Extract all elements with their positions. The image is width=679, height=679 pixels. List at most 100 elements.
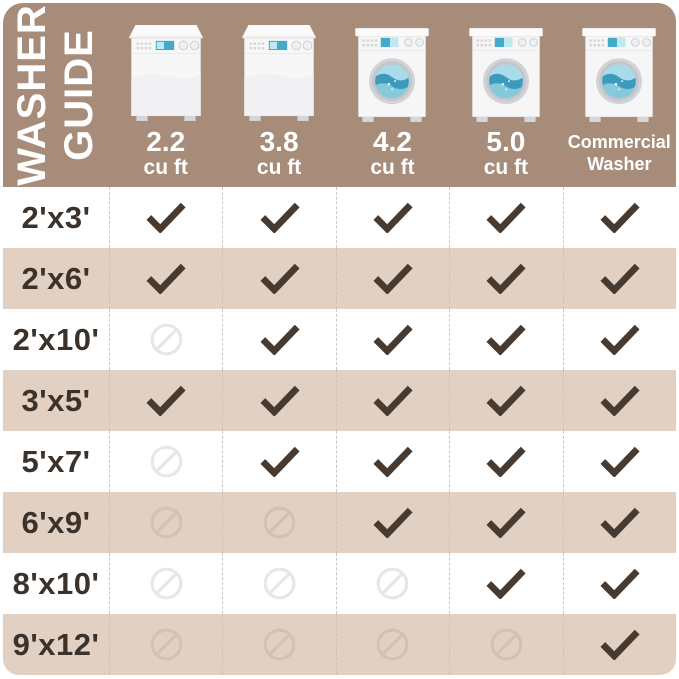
not-suitable-cell bbox=[335, 614, 449, 675]
rug-size-label: 6'x9' bbox=[21, 504, 91, 540]
no-symbol-icon bbox=[377, 567, 409, 600]
check-cell bbox=[335, 187, 449, 248]
check-icon bbox=[486, 568, 526, 599]
check-cell bbox=[449, 187, 562, 248]
not-suitable-cell bbox=[109, 553, 222, 614]
not-suitable-cell bbox=[222, 614, 335, 675]
check-icon bbox=[600, 507, 640, 538]
column-capacity-label: Commercial bbox=[567, 132, 671, 152]
check-icon bbox=[486, 202, 526, 233]
column-unit-label: cu ft bbox=[483, 156, 529, 179]
check-icon bbox=[146, 202, 186, 233]
washer-slot bbox=[580, 23, 658, 123]
top-load-washer-icon bbox=[128, 24, 203, 122]
no-symbol-icon bbox=[150, 445, 183, 478]
column-header-3-8-cu-ft: 3.8 cu ft bbox=[222, 3, 335, 187]
no-symbol-icon bbox=[150, 628, 183, 661]
check-cell bbox=[562, 187, 676, 248]
not-suitable-cell bbox=[222, 553, 335, 614]
check-icon bbox=[260, 324, 300, 355]
check-cell bbox=[335, 370, 449, 431]
column-label: 5.0 cu ft bbox=[484, 127, 528, 179]
column-label: 3.8 cu ft bbox=[257, 127, 301, 179]
check-icon bbox=[486, 263, 526, 294]
not-suitable-cell bbox=[222, 492, 335, 553]
rug-size-label: 8'x10' bbox=[12, 565, 100, 601]
rug-size-label: 2'x3' bbox=[21, 199, 91, 235]
column-header-commercial: Commercial Washer bbox=[563, 3, 676, 187]
not-suitable-cell bbox=[109, 431, 222, 492]
no-symbol-icon bbox=[263, 506, 296, 539]
check-icon bbox=[600, 202, 640, 233]
check-icon bbox=[600, 324, 640, 355]
check-icon bbox=[600, 446, 640, 477]
table-row: 5'x7' bbox=[3, 431, 676, 492]
check-cell bbox=[562, 431, 676, 492]
no-symbol-icon bbox=[150, 567, 183, 600]
check-icon bbox=[600, 385, 640, 416]
check-cell bbox=[222, 187, 335, 248]
washer-slot bbox=[127, 23, 205, 123]
table-body: 2'x3' 2'x6' 2'x10' bbox=[3, 187, 676, 675]
column-header-4-2-cu-ft: 4.2 cu ft bbox=[336, 3, 449, 187]
page-title-line1: WASHER bbox=[10, 4, 54, 186]
check-cell bbox=[109, 370, 222, 431]
column-capacity-label: 4.2 bbox=[373, 126, 412, 157]
check-cell bbox=[449, 309, 562, 370]
check-cell bbox=[335, 309, 449, 370]
check-cell bbox=[449, 553, 562, 614]
table-header: WASHER GUIDE 2.2 cu ft 3.8 cu ft 4.2 cu … bbox=[3, 3, 676, 187]
column-header-5-0-cu-ft: 5.0 cu ft bbox=[449, 3, 562, 187]
check-cell bbox=[109, 187, 222, 248]
check-icon bbox=[260, 446, 300, 477]
washer-slot bbox=[467, 23, 545, 123]
table-row: 2'x3' bbox=[3, 187, 676, 248]
check-icon bbox=[600, 568, 640, 599]
front-load-washer-icon bbox=[353, 23, 431, 123]
check-cell bbox=[222, 248, 335, 309]
check-cell bbox=[562, 614, 676, 675]
page-title-line2: GUIDE bbox=[57, 29, 101, 161]
column-unit-label: Washer bbox=[587, 154, 652, 174]
check-cell bbox=[222, 370, 335, 431]
check-icon bbox=[373, 202, 413, 233]
washer-slot bbox=[353, 23, 431, 123]
check-icon bbox=[600, 263, 640, 294]
title-cell: WASHER GUIDE bbox=[3, 3, 109, 187]
rug-size-label: 2'x6' bbox=[21, 260, 91, 296]
no-symbol-icon bbox=[150, 506, 183, 539]
rug-size-label: 3'x5' bbox=[21, 382, 91, 418]
washer-slot bbox=[240, 23, 318, 123]
check-cell bbox=[335, 492, 449, 553]
column-label: 4.2 cu ft bbox=[370, 127, 414, 179]
check-cell bbox=[222, 309, 335, 370]
check-icon bbox=[146, 385, 186, 416]
check-icon bbox=[373, 324, 413, 355]
no-symbol-icon bbox=[263, 628, 296, 661]
check-cell bbox=[109, 248, 222, 309]
check-icon bbox=[260, 202, 300, 233]
check-cell bbox=[335, 248, 449, 309]
front-load-washer-icon bbox=[580, 23, 658, 123]
check-icon bbox=[373, 446, 413, 477]
no-symbol-icon bbox=[263, 567, 296, 600]
no-symbol-icon bbox=[150, 323, 183, 356]
not-suitable-cell bbox=[109, 492, 222, 553]
rug-size-label: 2'x10' bbox=[12, 321, 100, 357]
column-capacity-label: 2.2 bbox=[146, 126, 186, 157]
not-suitable-cell bbox=[335, 553, 449, 614]
check-icon bbox=[600, 629, 640, 660]
column-label: 2.2 cu ft bbox=[144, 127, 188, 179]
check-cell bbox=[222, 431, 335, 492]
column-capacity-label: 3.8 bbox=[259, 126, 299, 157]
check-icon bbox=[260, 385, 300, 416]
check-cell bbox=[562, 248, 676, 309]
check-cell bbox=[562, 370, 676, 431]
rug-size-label: 5'x7' bbox=[21, 443, 91, 479]
check-icon bbox=[146, 263, 186, 294]
check-icon bbox=[486, 507, 526, 538]
check-cell bbox=[562, 492, 676, 553]
check-cell bbox=[335, 431, 449, 492]
check-icon bbox=[486, 324, 526, 355]
table-row: 9'x12' bbox=[3, 614, 676, 675]
